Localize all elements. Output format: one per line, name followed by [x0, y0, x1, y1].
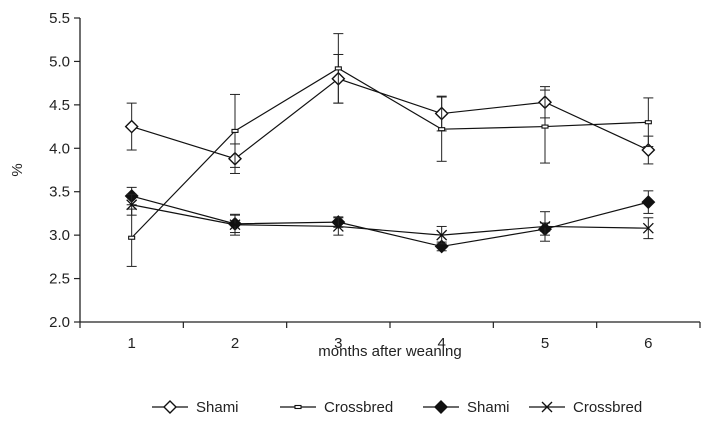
series-4 [126, 193, 654, 245]
axes [79, 18, 700, 323]
x-tick-label: 4 [437, 335, 445, 352]
y-axis-title: % [9, 163, 26, 176]
series-line [131, 204, 649, 236]
x-tick-label: 1 [127, 335, 135, 352]
series-1 [124, 53, 656, 174]
y-tick-label: 5.0 [49, 53, 70, 70]
data-point [436, 229, 448, 241]
x-tick-label: 6 [644, 335, 652, 352]
data-point [128, 235, 136, 240]
legend-label: Crossbred [324, 399, 393, 416]
legend-marker [163, 400, 177, 414]
data-point [539, 220, 551, 232]
y-tick-label: 2.0 [49, 314, 70, 331]
series-line [131, 67, 649, 239]
legend-marker [294, 404, 302, 410]
plot-area [124, 33, 656, 267]
legend-label: Crossbred [573, 399, 642, 416]
legend-marker [434, 400, 448, 414]
y-tick-label: 3.0 [49, 227, 70, 244]
data-point [644, 120, 652, 125]
legend-item: Crossbred [280, 399, 393, 416]
data-point [642, 222, 654, 234]
series-3 [124, 186, 656, 254]
data-point [334, 66, 342, 71]
y-tick-label: 3.5 [49, 184, 70, 201]
data-point [231, 128, 239, 133]
data-point [438, 127, 446, 132]
data-point [126, 199, 138, 211]
x-tick-label: 2 [231, 335, 239, 352]
legend-marker [541, 401, 553, 413]
y-tick-label: 5.5 [49, 10, 70, 27]
data-point [641, 195, 656, 210]
legend-item: Shami [423, 399, 510, 416]
series-line [131, 195, 649, 248]
data-point [332, 220, 344, 232]
x-tick-label: 5 [541, 335, 549, 352]
series-line [131, 78, 649, 160]
x-tick-label: 3 [334, 335, 342, 352]
legend-label: Shami [467, 399, 510, 416]
y-tick-label: 2.5 [49, 271, 70, 288]
legend-item: Shami [152, 399, 239, 416]
series-2 [126, 33, 654, 267]
y-tick-label: 4.5 [49, 97, 70, 114]
x-axis-title: months after weaning [318, 343, 461, 360]
legend-item: Crossbred [529, 399, 642, 416]
x-ticks: 1 2 3 4 5 6 [79, 322, 701, 352]
y-ticks: 2.0 2.5 3.0 3.5 4.0 4.5 5.0 5.5 [49, 10, 80, 331]
y-tick-label: 4.0 [49, 140, 70, 157]
data-point [229, 219, 241, 231]
legend-label: Shami [196, 399, 239, 416]
legend: Shami Crossbred Shami Crossbred [152, 399, 642, 416]
data-point [541, 124, 549, 129]
data-point [124, 119, 139, 134]
